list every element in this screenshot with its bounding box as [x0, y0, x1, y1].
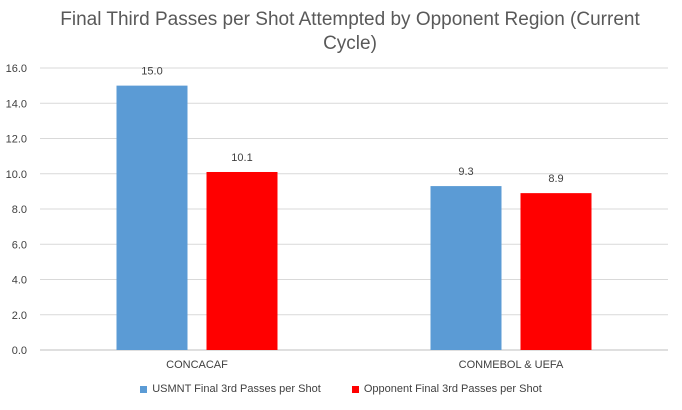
y-tick-label: 16.0	[6, 63, 27, 75]
bar	[206, 171, 278, 350]
category-label: CONMEBOL & UEFA	[459, 359, 564, 371]
chart-title: Final Third Passes per Shot Attempted by…	[60, 9, 640, 54]
data-label: 10.1	[231, 152, 252, 164]
y-tick-label: 4.0	[12, 275, 27, 287]
legend-label-usmnt: USMNT Final 3rd Passes per Shot	[152, 383, 321, 395]
legend-item-opponent: Opponent Final 3rd Passes per Shot	[351, 383, 542, 395]
y-tick-label: 10.0	[6, 169, 27, 181]
y-tick-label: 8.0	[12, 204, 27, 216]
y-tick-label: 12.0	[6, 134, 27, 146]
bar	[116, 85, 188, 350]
legend-label-opponent: Opponent Final 3rd Passes per Shot	[363, 383, 542, 395]
bar	[520, 193, 592, 350]
data-label: 9.3	[458, 166, 473, 178]
legend-swatch-opponent	[351, 385, 359, 393]
data-label: 15.0	[141, 66, 162, 78]
legend: USMNT Final 3rd Passes per Shot Opponent…	[0, 383, 682, 396]
y-tick-label: 6.0	[12, 239, 27, 251]
data-label: 8.9	[548, 173, 563, 185]
y-tick-label: 14.0	[6, 98, 27, 110]
bar	[430, 186, 502, 350]
category-label: CONCACAF	[166, 359, 228, 371]
y-tick-label: 2.0	[12, 310, 27, 322]
legend-item-usmnt: USMNT Final 3rd Passes per Shot	[140, 383, 321, 395]
legend-swatch-usmnt	[140, 385, 148, 393]
y-tick-label: 0.0	[12, 345, 27, 357]
